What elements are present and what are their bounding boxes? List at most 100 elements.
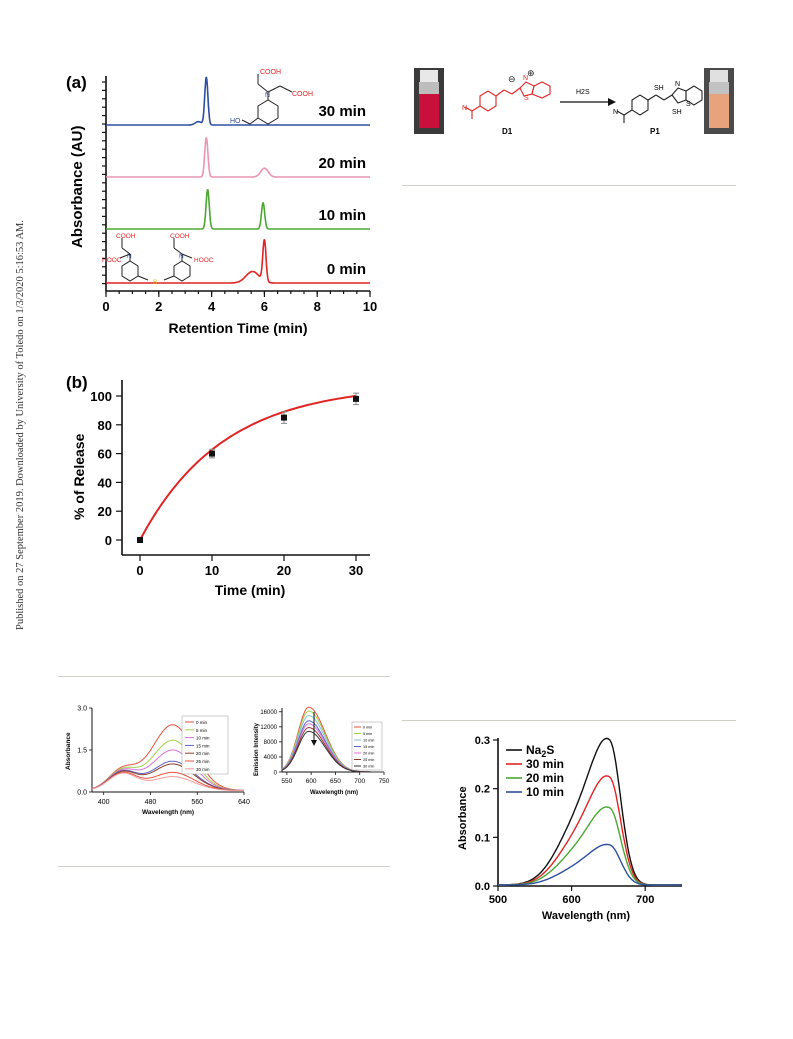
nitrogen-label: N xyxy=(127,253,132,260)
x-axis-label: Time (min) xyxy=(215,582,286,598)
nitrogen-label: N xyxy=(675,81,680,88)
hooc-label: HOOC xyxy=(194,257,214,264)
panel-label-a: (a) xyxy=(66,73,87,92)
benzene-ring xyxy=(257,99,279,125)
x-tick-label: 550 xyxy=(281,778,292,785)
thiol-label: SH xyxy=(654,85,664,92)
x-tick-label: 700 xyxy=(354,778,365,785)
trace-label: 0 min xyxy=(327,261,366,278)
ho-label: HO xyxy=(230,118,241,125)
data-point xyxy=(281,414,287,421)
legend-label: 30 min xyxy=(363,765,374,769)
trace-labels: 30 min 20 min 10 min 0 min xyxy=(318,103,366,278)
cooh-label: COOH xyxy=(292,91,313,98)
legend-label: 5 min xyxy=(196,728,208,733)
hplc-chart: (a) 0 2 4 6 8 10 Absorbance (AU) Retention Ti… xyxy=(66,69,377,336)
fit-curve xyxy=(139,394,357,541)
legend: 0 min 5 min 10 min 15 min 20 min 25 min 30 min xyxy=(351,721,383,771)
x-tick-label: 750 xyxy=(379,778,390,785)
y-tick-label: 12000 xyxy=(260,725,277,731)
y-tick-label: 100 xyxy=(90,389,112,404)
x-tick-label: 0 xyxy=(102,299,109,314)
legend-label: 10 min xyxy=(196,736,210,741)
data-points xyxy=(137,392,359,543)
y-axis-label: Absorbance xyxy=(65,732,72,770)
spectra xyxy=(281,706,384,773)
x-tick-label: 30 xyxy=(349,563,363,578)
spectrum-line xyxy=(498,806,682,886)
spectrum-line xyxy=(91,724,245,791)
product-structure xyxy=(241,74,293,125)
y-tick-label: 1.5 xyxy=(77,748,87,755)
nitrogen-label: N xyxy=(613,109,618,116)
data-point xyxy=(137,537,143,543)
product-label: P1 xyxy=(650,127,660,136)
sulfur-label: S xyxy=(153,279,158,286)
spectrum-line xyxy=(91,772,245,792)
figure-panel-c: 400 480 560 640 0.0 1.5 3.0 Absorbance Wavelen… xyxy=(60,700,250,825)
na2s-absorbance-chart: 500 600 700 0.0 0.1 0.2 0.3 Absorbance Wavelen… xyxy=(457,735,682,922)
y-tick-label: 0 xyxy=(274,770,278,776)
legend-label: Na2S xyxy=(526,743,554,759)
y-tick-label: 4000 xyxy=(264,755,278,761)
spectrum-line xyxy=(91,749,245,791)
spectrum-line xyxy=(91,739,244,791)
legend-label: 30 min xyxy=(526,757,564,771)
figure-panel-d: 550 600 650 700 750 0 4000 8000 12000 16000 Emiss… xyxy=(250,700,390,825)
x-tick-label: 8 xyxy=(314,299,321,314)
x-tick-label: 560 xyxy=(191,799,203,806)
iodide-minus: ⊖ xyxy=(508,74,516,84)
reaction-scheme: N ⊖ N ⊕ S D1 H2S N SH N S SH P1 xyxy=(410,64,740,144)
trace-20-min xyxy=(106,137,370,178)
x-tick-label: 500 xyxy=(489,894,507,906)
legend-box xyxy=(181,715,229,775)
cooh-label: COOH xyxy=(170,233,190,240)
spectra xyxy=(498,737,682,886)
cooh-label: COOH xyxy=(116,233,136,240)
reaction-svg: N ⊖ N ⊕ S D1 H2S N SH N S SH P1 xyxy=(414,68,734,136)
legend-label: 10 min xyxy=(363,739,374,743)
panel-label-b: (b) xyxy=(66,373,88,392)
y-tick-label: 0.0 xyxy=(475,881,490,893)
y-axis-label: Absorbance (AU) xyxy=(69,125,86,248)
x-tick-label: 20 xyxy=(277,563,291,578)
y-tick-label: 80 xyxy=(98,418,112,433)
y-tick-label: 8000 xyxy=(264,740,278,746)
cooh-label: COOH xyxy=(260,69,281,76)
x-tick-label: 10 xyxy=(363,299,377,314)
spectrum-line xyxy=(498,843,682,886)
x-tick-label: 10 xyxy=(205,563,219,578)
legend-label: 5 min xyxy=(363,732,372,736)
y-tick-label: 40 xyxy=(98,475,112,490)
spectrum-line xyxy=(91,763,244,791)
nitrogen-label: N xyxy=(523,75,528,82)
x-tick-label: 650 xyxy=(330,778,341,785)
sulfur-label: S xyxy=(524,95,529,102)
x-axis-label: Retention Time (min) xyxy=(169,320,308,336)
axis-ticks: 500 600 700 0.0 0.1 0.2 0.3 xyxy=(475,735,655,906)
legend-label: 20 min xyxy=(526,771,564,785)
publication-note-text: Published on 27 September 2019. Download… xyxy=(15,219,26,630)
data-point xyxy=(353,395,359,402)
spectrum-line xyxy=(281,730,384,773)
figure-panel-b: (b) 0 10 20 30 0 20 40 60 80 100 % of Release Tim… xyxy=(60,370,380,605)
x-tick-label: 700 xyxy=(636,894,654,906)
legend-label: 0 min xyxy=(363,726,372,730)
vial-orange-photo xyxy=(704,68,734,134)
nitrogen-label: N xyxy=(462,105,467,112)
x-tick-label: 6 xyxy=(261,299,268,314)
legend-label: 10 min xyxy=(526,785,564,799)
spectra xyxy=(91,724,245,792)
legend-label: 0 min xyxy=(196,720,208,725)
y-tick-label: 16000 xyxy=(260,710,277,716)
nitrogen-label: N xyxy=(265,92,270,99)
axis-ticks: 0 10 20 30 0 20 40 60 80 100 xyxy=(90,389,363,578)
x-axis-label: Wavelength (nm) xyxy=(142,809,194,816)
x-tick-label: 0 xyxy=(136,563,143,578)
chromatogram-traces xyxy=(106,76,370,284)
axis-ticks: 550 600 650 700 750 0 4000 8000 12000 16000 xyxy=(260,710,389,785)
y-tick-label: 60 xyxy=(98,447,112,462)
reactant-label: D1 xyxy=(502,127,513,136)
y-tick-label: 0.0 xyxy=(77,790,87,797)
x-tick-label: 4 xyxy=(208,299,216,314)
